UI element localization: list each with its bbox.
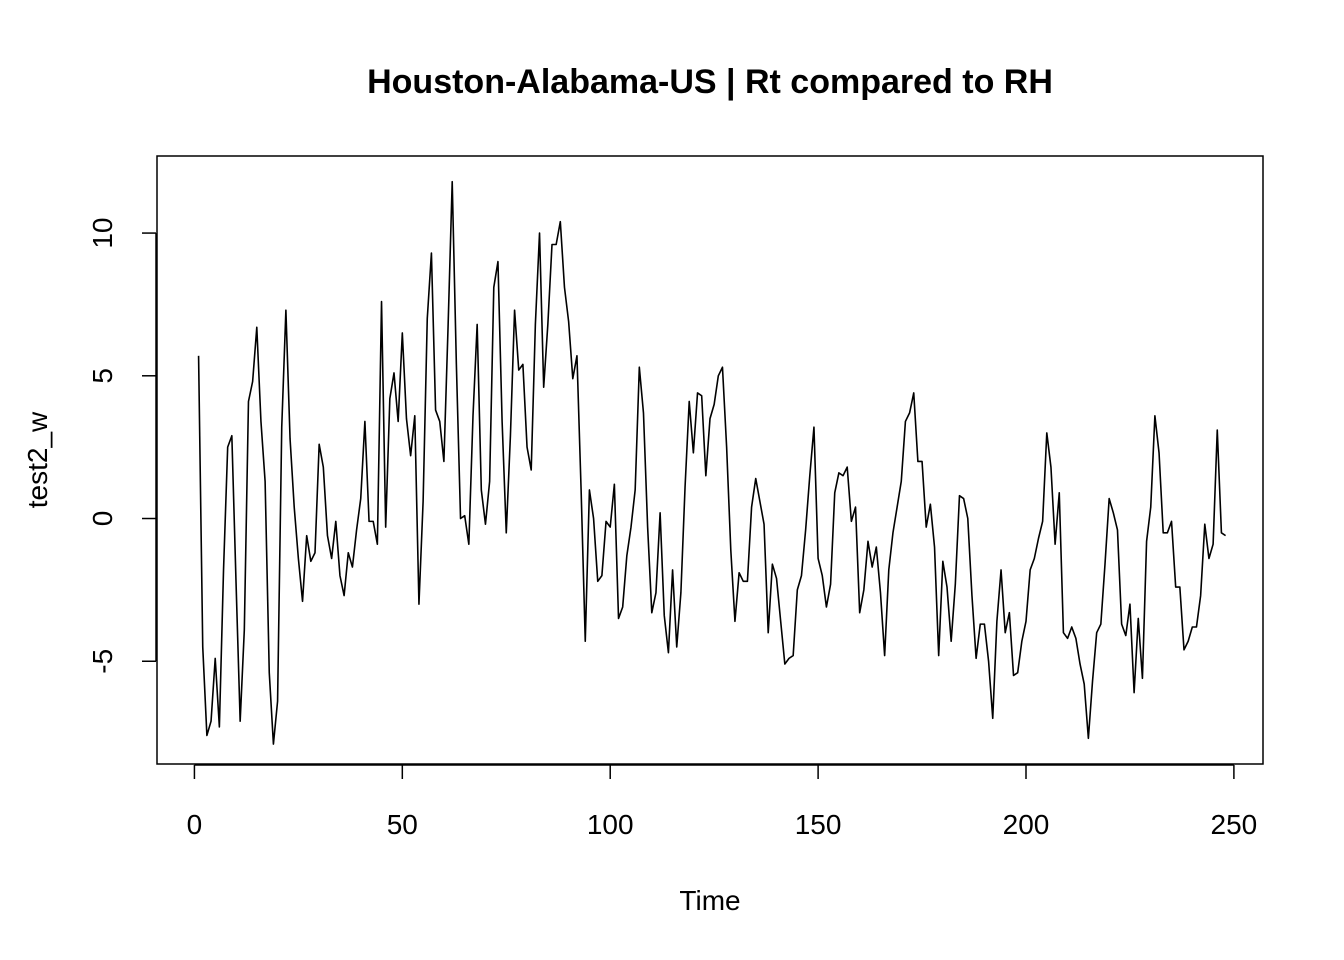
- x-tick-label: 50: [387, 809, 418, 840]
- x-tick-label: 250: [1211, 809, 1258, 840]
- y-axis-label: test2_w: [22, 411, 53, 508]
- series-line: [197, 180, 1227, 745]
- x-tick-label: 150: [795, 809, 842, 840]
- y-tick-label: 0: [87, 511, 118, 527]
- x-tick-label: 200: [1003, 809, 1050, 840]
- y-axis: -5 0 5 10: [87, 217, 157, 674]
- x-axis-label: Time: [679, 885, 740, 916]
- y-tick-label: -5: [87, 649, 118, 674]
- chart-title: Houston-Alabama-US | Rt compared to RH: [367, 63, 1053, 101]
- x-axis: 0 50 100 150 200 250: [187, 764, 1258, 840]
- y-tick-label: 5: [87, 368, 118, 384]
- x-tick-label: 100: [587, 809, 634, 840]
- y-tick-label: 10: [87, 217, 118, 248]
- plot-frame: [156, 155, 1264, 765]
- x-tick-label: 0: [187, 809, 203, 840]
